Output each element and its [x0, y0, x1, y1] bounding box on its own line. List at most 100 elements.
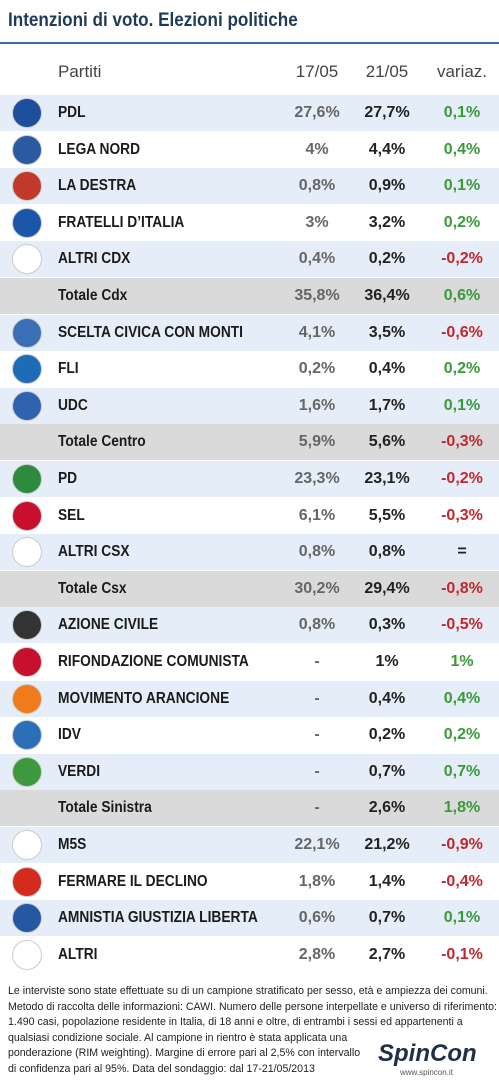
party-logo [12, 207, 42, 238]
value-1705: 23,3% [294, 470, 340, 487]
party-logo [12, 537, 42, 568]
variation: -0,3% [441, 506, 483, 524]
table-row: Totale Csx 30,2% 29,4% -0,8% [0, 570, 499, 607]
value-1705: - [314, 726, 320, 744]
party-logo [12, 244, 42, 275]
party-name: AMNISTIA GIUSTIZIA LIBERTA [58, 909, 258, 927]
column-header: 17/05 [295, 62, 339, 81]
value-2105: 4,4% [368, 140, 406, 158]
value-2105: 0,2% [368, 726, 406, 744]
party-name: RIFONDAZIONE COMUNISTA [58, 653, 249, 670]
party-name: Totale Sinistra [58, 799, 152, 817]
table-row: MOVIMENTO ARANCIONE - 0,4% 0,4% [0, 680, 499, 717]
variation: -0,2% [441, 470, 483, 487]
variation: -0,4% [441, 872, 483, 890]
value-1705: - [314, 799, 320, 817]
variation: -0,8% [441, 579, 483, 597]
table-row: AMNISTIA GIUSTIZIA LIBERTA 0,6% 0,7% 0,1% [0, 900, 499, 937]
value-1705: 1,8% [298, 872, 336, 890]
title: Intenzioni di voto. Elezioni politiche [8, 10, 298, 31]
table-row: SCELTA CIVICA CON MONTI 4,1% 3,5% -0,6% [0, 314, 499, 351]
value-2105: 23,1% [364, 470, 410, 487]
party-logo [12, 134, 42, 165]
value-1705: 0,8% [298, 543, 336, 561]
variation: 1,8% [443, 799, 481, 817]
party-logo [12, 866, 42, 897]
party-name: SEL [58, 506, 85, 524]
table-row: RIFONDAZIONE COMUNISTA - 1% 1% [0, 644, 499, 680]
value-1705: 0,2% [298, 360, 336, 378]
value-1705: 1,6% [298, 396, 336, 414]
party-name: LA DESTRA [58, 177, 137, 195]
variation: 0,1% [443, 104, 481, 121]
footer-note: di confidenza pari al 95%. Data del sond… [8, 1062, 315, 1075]
variation: 0,4% [443, 140, 481, 158]
party-logo [12, 756, 42, 787]
value-2105: 1% [375, 653, 399, 670]
footer-note: qualsiasi condizione sociale. Al campion… [8, 1031, 348, 1044]
table-row: VERDI - 0,7% 0,7% [0, 753, 499, 790]
footer-note: ponderazione (RIM weighting). Margine di… [8, 1047, 361, 1059]
party-name: ALTRI [58, 945, 98, 963]
party-logo [12, 171, 42, 202]
party-name: MOVIMENTO ARANCIONE [58, 689, 230, 707]
party-name: SCELTA CIVICA CON MONTI [58, 323, 243, 341]
party-logo [12, 939, 42, 970]
value-1705: 6,1% [298, 506, 336, 524]
value-1705: 4% [305, 140, 329, 158]
value-2105: 0,7% [368, 762, 406, 780]
party-name: FLI [58, 360, 79, 378]
table-row: PDL 27,6% 27,7% 0,1% [0, 95, 499, 131]
footer-note: Metodo di raccolta delle informazioni: C… [8, 1000, 497, 1013]
table-row: M5S 22,1% 21,2% -0,9% [0, 827, 499, 863]
table-row: Totale Cdx 35,8% 36,4% 0,6% [0, 278, 499, 314]
value-1705: 3% [305, 213, 329, 231]
value-1705: 0,8% [298, 177, 336, 195]
party-name: UDC [58, 396, 88, 414]
value-2105: 27,7% [364, 104, 410, 121]
party-logo [12, 647, 42, 677]
value-2105: 1,7% [368, 396, 406, 414]
table-row: FLI 0,2% 0,4% 0,2% [0, 351, 499, 388]
value-1705: 4,1% [298, 323, 336, 341]
variation: -0,1% [441, 945, 483, 963]
party-logo [12, 354, 42, 385]
column-header: 21/05 [365, 62, 409, 81]
table-row: ALTRI CSX 0,8% 0,8% = [0, 534, 499, 571]
value-2105: 0,4% [368, 360, 406, 378]
variation: -0,3% [441, 433, 483, 451]
party-name: ALTRI CSX [58, 543, 130, 561]
table-row: UDC 1,6% 1,7% 0,1% [0, 387, 499, 424]
party-name: VERDI [58, 762, 101, 780]
party-logo [12, 903, 42, 934]
party-name: Totale Csx [58, 579, 127, 597]
party-name: PD [58, 470, 78, 487]
variation: 0,4% [443, 689, 481, 707]
table-row: Totale Sinistra - 2,6% 1,8% [0, 790, 499, 827]
party-logo [12, 610, 42, 641]
party-name: AZIONE CIVILE [58, 616, 159, 634]
table-row: SEL 6,1% 5,5% -0,3% [0, 497, 499, 534]
table-row: IDV - 0,2% 0,2% [0, 717, 499, 754]
value-2105: 29,4% [364, 579, 410, 597]
column-header: variaz. [436, 62, 488, 81]
value-1705: - [314, 653, 320, 670]
value-2105: 0,3% [368, 616, 406, 634]
party-logo [12, 500, 42, 531]
value-2105: 2,6% [368, 799, 406, 817]
variation: 1% [450, 653, 474, 670]
party-logo [12, 317, 42, 348]
party-logo [12, 720, 42, 751]
party-logo [12, 830, 42, 860]
value-1705: - [314, 762, 320, 780]
value-2105: 3,2% [368, 213, 406, 231]
variation: -0,2% [441, 250, 483, 268]
table-row: LEGA NORD 4% 4,4% 0,4% [0, 131, 499, 168]
value-2105: 36,4% [364, 287, 410, 304]
value-2105: 1,4% [368, 872, 406, 890]
party-name: M5S [58, 836, 87, 853]
value-1705: 0,4% [298, 250, 336, 268]
value-1705: - [314, 689, 320, 707]
value-1705: 0,6% [298, 909, 336, 927]
